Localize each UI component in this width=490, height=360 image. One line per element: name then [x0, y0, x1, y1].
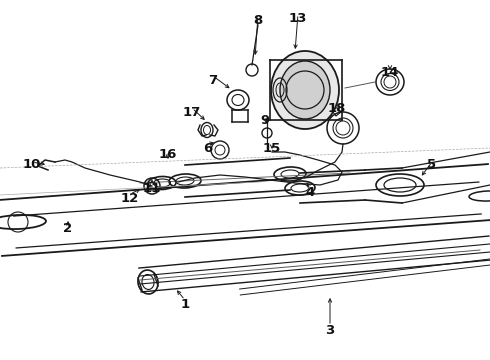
Text: 16: 16: [159, 148, 177, 162]
Text: 3: 3: [325, 324, 335, 337]
Text: 12: 12: [121, 192, 139, 204]
Ellipse shape: [271, 51, 339, 129]
Text: 15: 15: [263, 141, 281, 154]
Text: 1: 1: [180, 298, 190, 311]
Text: 10: 10: [23, 158, 41, 171]
Text: 5: 5: [427, 158, 437, 171]
Text: 13: 13: [289, 12, 307, 24]
Ellipse shape: [280, 61, 330, 119]
Text: 2: 2: [63, 221, 73, 234]
Text: 9: 9: [261, 113, 270, 126]
Text: 14: 14: [381, 66, 399, 78]
Text: 7: 7: [208, 73, 218, 86]
Text: 8: 8: [253, 13, 263, 27]
Text: 4: 4: [305, 185, 315, 198]
Text: 6: 6: [203, 141, 213, 154]
Text: 17: 17: [183, 105, 201, 118]
Text: 11: 11: [143, 181, 161, 194]
Text: 18: 18: [328, 102, 346, 114]
